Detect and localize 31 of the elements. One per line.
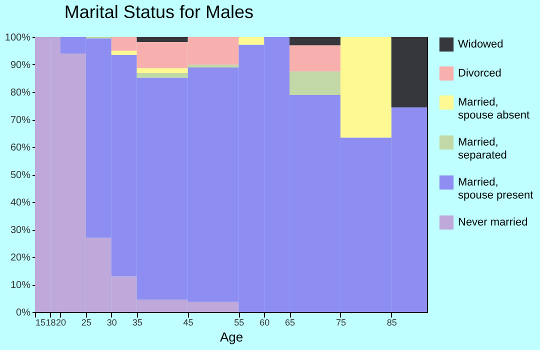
x-tick-label: 20 — [56, 318, 66, 328]
x-tick-label: 18 — [46, 318, 56, 328]
y-tick-label: 0% — [16, 308, 31, 318]
legend-label: Widowed — [458, 38, 504, 50]
y-tick-label: 40% — [10, 198, 31, 208]
y-tick-label: 10% — [10, 280, 31, 291]
legend-label: Married, separated — [458, 136, 507, 162]
x-tick-label: 75 — [336, 318, 346, 328]
y-tick-label: 30% — [10, 225, 31, 236]
y-tick-label: 100% — [4, 32, 31, 44]
y-tick-label: 20% — [10, 252, 31, 264]
x-tick-label: 85 — [386, 318, 397, 328]
legend-label: Never married — [458, 216, 528, 228]
y-tick-label: 70% — [10, 115, 31, 126]
x-tick-label: 55 — [234, 318, 244, 328]
x-tick-label: 65 — [285, 318, 296, 328]
legend-label: Divorced — [458, 68, 502, 80]
y-tick-label: 60% — [10, 142, 31, 154]
y-tick-label: 90% — [10, 60, 31, 71]
x-tick-label: 45 — [183, 318, 194, 328]
x-tick-label: 60 — [260, 318, 270, 328]
y-tick-label: 80% — [10, 88, 31, 98]
y-tick-label: 50% — [10, 170, 31, 181]
chart-title: Marital Status for Males — [64, 2, 254, 22]
x-tick-label: 30 — [106, 318, 117, 328]
legend-label: Married, spouse present — [458, 176, 534, 202]
x-tick-label: 25 — [81, 318, 92, 328]
legend-label: Married, spouse absent — [458, 96, 530, 122]
x-tick-label: 35 — [132, 318, 142, 328]
x-tick-label: 15 — [36, 318, 46, 328]
x-axis-title: Age — [220, 330, 244, 344]
